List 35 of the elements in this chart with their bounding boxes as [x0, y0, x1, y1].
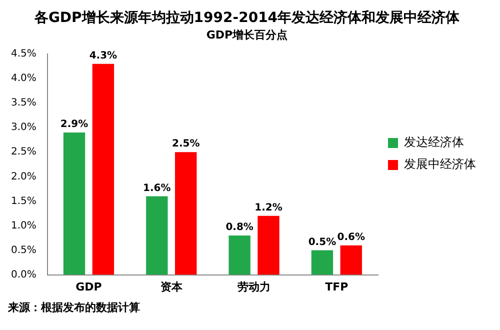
- data-label: 2.9%: [60, 119, 88, 130]
- bar: [228, 236, 250, 275]
- bar: [174, 152, 197, 275]
- y-tick-label: 3.0%: [11, 122, 36, 134]
- y-tick-label: 1.0%: [11, 220, 36, 232]
- bar: [92, 64, 114, 275]
- data-label: 0.5%: [308, 236, 336, 248]
- y-tick-label: 1.5%: [11, 196, 36, 207]
- data-label: 0.8%: [226, 222, 254, 234]
- bar: [311, 250, 334, 275]
- x-tick-label: 劳动力: [238, 280, 271, 294]
- legend-label: 发展中经济体: [404, 157, 476, 172]
- y-tick-label: 0.5%: [11, 244, 36, 256]
- x-tick-label: 资本: [160, 280, 184, 294]
- chart-title: 各GDP增长来源年均拉动1992-2014年发达经济体和发展中经济体: [33, 9, 461, 26]
- data-label: 0.6%: [337, 232, 366, 243]
- bar: [258, 216, 280, 275]
- y-tick-label: 0.0%: [11, 269, 36, 280]
- bar: [146, 196, 168, 275]
- y-tick-label: 4.5%: [11, 48, 36, 60]
- legend-label: 发达经济体: [404, 135, 464, 150]
- y-tick-label: 4.0%: [11, 73, 36, 84]
- y-tick-label: 3.5%: [11, 98, 36, 109]
- data-label: 2.5%: [172, 138, 200, 150]
- bar: [340, 245, 362, 275]
- source-note: 来源：根据发布的数据计算: [8, 300, 141, 316]
- data-label: 1.6%: [143, 182, 171, 194]
- y-tick-label: 2.5%: [11, 146, 36, 158]
- data-label: 4.3%: [89, 50, 118, 62]
- data-label: 1.2%: [254, 202, 282, 214]
- x-tick-label: TFP: [325, 280, 348, 294]
- chart-subtitle: GDP增长百分点: [206, 28, 288, 42]
- y-tick-label: 2.0%: [11, 171, 36, 182]
- bar: [63, 132, 86, 275]
- x-tick-label: GDP: [76, 280, 102, 294]
